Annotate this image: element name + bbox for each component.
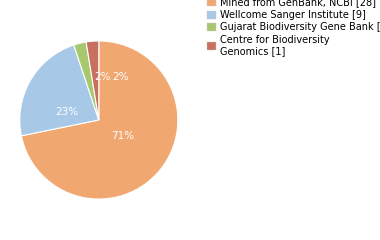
Text: 2%: 2% bbox=[113, 72, 129, 82]
Text: 2%: 2% bbox=[95, 72, 111, 82]
Text: 71%: 71% bbox=[111, 131, 134, 141]
Wedge shape bbox=[74, 42, 99, 120]
Wedge shape bbox=[86, 41, 99, 120]
Wedge shape bbox=[20, 45, 99, 136]
Text: 23%: 23% bbox=[55, 107, 79, 117]
Wedge shape bbox=[21, 41, 178, 199]
Legend: Mined from GenBank, NCBI [28], Wellcome Sanger Institute [9], Gujarat Biodiversi: Mined from GenBank, NCBI [28], Wellcome … bbox=[207, 0, 380, 56]
